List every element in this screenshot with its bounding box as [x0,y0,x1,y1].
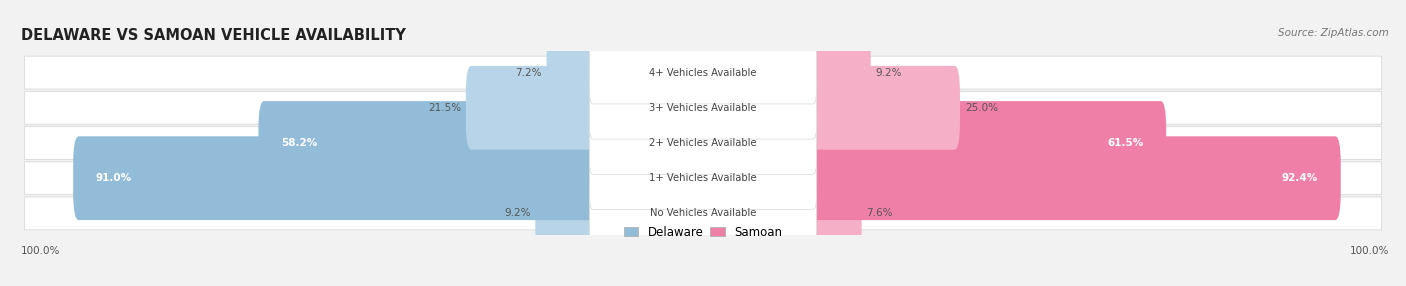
Legend: Delaware, Samoan: Delaware, Samoan [619,221,787,243]
FancyBboxPatch shape [589,182,817,245]
Text: 21.5%: 21.5% [427,103,461,113]
Text: 92.4%: 92.4% [1282,173,1317,183]
FancyBboxPatch shape [589,112,817,174]
FancyBboxPatch shape [24,162,1382,195]
FancyBboxPatch shape [807,101,1166,185]
Text: 9.2%: 9.2% [876,67,903,78]
Text: 100.0%: 100.0% [1350,245,1389,255]
FancyBboxPatch shape [24,127,1382,159]
FancyBboxPatch shape [589,76,817,139]
FancyBboxPatch shape [259,101,599,185]
FancyBboxPatch shape [24,197,1382,230]
FancyBboxPatch shape [589,147,817,210]
FancyBboxPatch shape [24,56,1382,89]
Text: 91.0%: 91.0% [96,173,132,183]
FancyBboxPatch shape [73,136,599,220]
Text: 1+ Vehicles Available: 1+ Vehicles Available [650,173,756,183]
FancyBboxPatch shape [807,66,960,150]
Text: 7.2%: 7.2% [515,67,541,78]
Text: DELAWARE VS SAMOAN VEHICLE AVAILABILITY: DELAWARE VS SAMOAN VEHICLE AVAILABILITY [21,28,406,43]
Text: 58.2%: 58.2% [281,138,318,148]
Text: 61.5%: 61.5% [1107,138,1143,148]
FancyBboxPatch shape [465,66,599,150]
FancyBboxPatch shape [807,31,870,114]
Text: 9.2%: 9.2% [503,208,530,219]
Text: 3+ Vehicles Available: 3+ Vehicles Available [650,103,756,113]
FancyBboxPatch shape [589,41,817,104]
FancyBboxPatch shape [807,136,1341,220]
FancyBboxPatch shape [536,172,599,255]
FancyBboxPatch shape [807,172,862,255]
Text: No Vehicles Available: No Vehicles Available [650,208,756,219]
Text: 7.6%: 7.6% [866,208,893,219]
Text: 100.0%: 100.0% [21,245,60,255]
Text: Source: ZipAtlas.com: Source: ZipAtlas.com [1278,28,1389,38]
FancyBboxPatch shape [24,91,1382,124]
Text: 25.0%: 25.0% [965,103,998,113]
Text: 2+ Vehicles Available: 2+ Vehicles Available [650,138,756,148]
FancyBboxPatch shape [547,31,599,114]
Text: 4+ Vehicles Available: 4+ Vehicles Available [650,67,756,78]
